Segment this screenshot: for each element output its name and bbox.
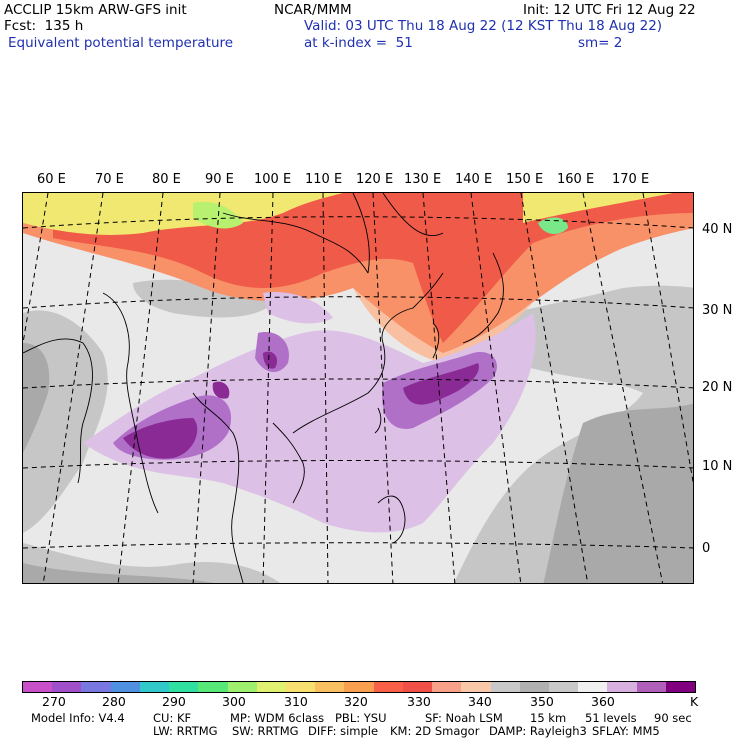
- footer-item: 15 km: [530, 711, 567, 725]
- lon-label: 110 E: [305, 172, 343, 187]
- model-title: ACCLIP 15km ARW-GFS init: [4, 2, 187, 18]
- colorbar-swatch: [636, 682, 666, 692]
- coastlines: [23, 193, 504, 583]
- colorbar-swatch: [110, 682, 140, 692]
- level-index: at k-index = 51: [304, 35, 413, 51]
- center-name: NCAR/MMM: [274, 2, 352, 18]
- green-patch: [538, 217, 568, 235]
- colorbar-swatch: [227, 682, 257, 692]
- colorbar-swatch: [344, 682, 374, 692]
- lat-label: 0: [702, 541, 711, 556]
- footer-item: Model Info: V4.4: [31, 711, 125, 725]
- colorbar-swatch: [665, 682, 696, 692]
- colorbar-swatch: [519, 682, 549, 692]
- colorbar-swatch: [139, 682, 170, 692]
- footer-item: KM: 2D Smagor: [390, 724, 480, 738]
- dark-purple-core: [123, 351, 479, 459]
- colorbar-swatch: [23, 682, 53, 692]
- footer-item: SFLAY: MM5: [592, 724, 660, 738]
- lon-label: 90 E: [205, 172, 234, 187]
- lon-label: 60 E: [37, 172, 66, 187]
- colorbar-swatch: [432, 682, 462, 692]
- graticule: [23, 193, 693, 583]
- footer-item: SW: RRTMG: [232, 724, 299, 738]
- footer-item: DAMP: Rayleigh3: [489, 724, 587, 738]
- colorbar-label: 310: [284, 694, 308, 709]
- colorbar-label: 280: [102, 694, 126, 709]
- smoothing: sm= 2: [578, 35, 623, 51]
- colorbar-swatch: [607, 682, 637, 692]
- forecast-hour: Fcst: 135 h: [4, 18, 84, 34]
- footer-item: SF: Noah LSM: [425, 711, 503, 725]
- theta-e-map: [22, 192, 694, 584]
- footer-item: 90 sec: [654, 711, 692, 725]
- colorbar-swatch: [285, 682, 316, 692]
- colorbar-swatch: [256, 682, 286, 692]
- colorbar-swatch: [52, 682, 82, 692]
- colorbar: [22, 681, 696, 693]
- colorbar-label: 270: [42, 694, 66, 709]
- footer-item: PBL: YSU: [335, 711, 387, 725]
- lon-label: 100 E: [254, 172, 292, 187]
- valid-time: Valid: 03 UTC Thu 18 Aug 22 (12 KST Thu …: [304, 18, 663, 34]
- colorbar-swatch: [198, 682, 228, 692]
- colorbar-swatch: [373, 682, 403, 692]
- lat-label: 20 N: [702, 380, 733, 395]
- init-time: Init: 12 UTC Fri 12 Aug 22: [523, 2, 696, 18]
- colorbar-swatch: [81, 682, 111, 692]
- colorbar-swatch: [315, 682, 345, 692]
- lon-label: 150 E: [506, 172, 544, 187]
- colorbar-label: 300: [222, 694, 246, 709]
- field-name: Equivalent potential temperature: [8, 35, 234, 51]
- lat-label: 10 N: [702, 459, 733, 474]
- lat-label: 30 N: [702, 303, 733, 318]
- footer-item: DIFF: simple: [308, 724, 379, 738]
- footer-item: LW: RRTMG: [153, 724, 218, 738]
- colorbar-label: 330: [407, 694, 431, 709]
- darkgray-regions: [23, 343, 693, 583]
- colorbar-swatch: [461, 682, 491, 692]
- colorbar-label: 340: [468, 694, 492, 709]
- lon-label: 80 E: [152, 172, 181, 187]
- lat-label: 40 N: [702, 222, 733, 237]
- footer-item: MP: WDM 6class: [230, 711, 325, 725]
- colorbar-label: 350: [530, 694, 554, 709]
- yellow-band-east: [523, 193, 673, 223]
- lon-label: 70 E: [95, 172, 124, 187]
- lon-label: 160 E: [557, 172, 595, 187]
- colorbar-swatch: [402, 682, 433, 692]
- colorbar-swatch: [578, 682, 608, 692]
- colorbar-swatch: [548, 682, 579, 692]
- lon-label: 130 E: [404, 172, 442, 187]
- footer-item: 51 levels: [585, 711, 637, 725]
- colorbar-swatch: [490, 682, 520, 692]
- lon-label: 170 E: [612, 172, 650, 187]
- red-band: [53, 193, 693, 343]
- lon-label: 140 E: [455, 172, 493, 187]
- colorbar-label: 320: [344, 694, 368, 709]
- footer-item: CU: KF: [153, 711, 192, 725]
- colorbar-label: 360: [591, 694, 615, 709]
- colorbar-label: 290: [162, 694, 186, 709]
- lon-label: 120 E: [356, 172, 394, 187]
- colorbar-unit: K: [690, 694, 699, 709]
- yellow-band: [23, 193, 343, 235]
- colorbar-swatch: [169, 682, 199, 692]
- peach-band: [353, 288, 533, 363]
